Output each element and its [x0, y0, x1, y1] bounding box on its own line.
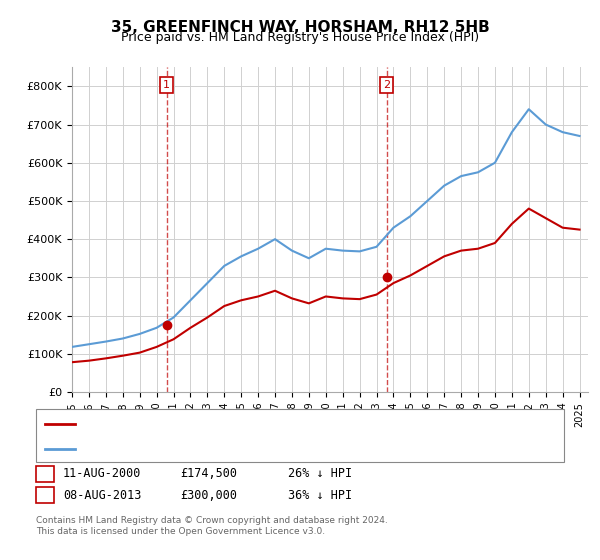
Text: 36% ↓ HPI: 36% ↓ HPI — [288, 488, 352, 502]
Text: 26% ↓ HPI: 26% ↓ HPI — [288, 467, 352, 480]
Text: £300,000: £300,000 — [180, 488, 237, 502]
Text: 35, GREENFINCH WAY, HORSHAM, RH12 5HB (detached house): 35, GREENFINCH WAY, HORSHAM, RH12 5HB (d… — [81, 419, 433, 429]
Text: £174,500: £174,500 — [180, 467, 237, 480]
Text: HPI: Average price, detached house, Horsham: HPI: Average price, detached house, Hors… — [81, 444, 338, 454]
Text: 2: 2 — [383, 80, 390, 90]
Text: Price paid vs. HM Land Registry's House Price Index (HPI): Price paid vs. HM Land Registry's House … — [121, 31, 479, 44]
Text: 1: 1 — [41, 469, 49, 479]
Text: Contains HM Land Registry data © Crown copyright and database right 2024.
This d: Contains HM Land Registry data © Crown c… — [36, 516, 388, 536]
Text: 08-AUG-2013: 08-AUG-2013 — [63, 488, 142, 502]
Text: 2: 2 — [41, 490, 49, 500]
Text: 1: 1 — [163, 80, 170, 90]
Text: 35, GREENFINCH WAY, HORSHAM, RH12 5HB: 35, GREENFINCH WAY, HORSHAM, RH12 5HB — [110, 20, 490, 35]
Text: 11-AUG-2000: 11-AUG-2000 — [63, 467, 142, 480]
